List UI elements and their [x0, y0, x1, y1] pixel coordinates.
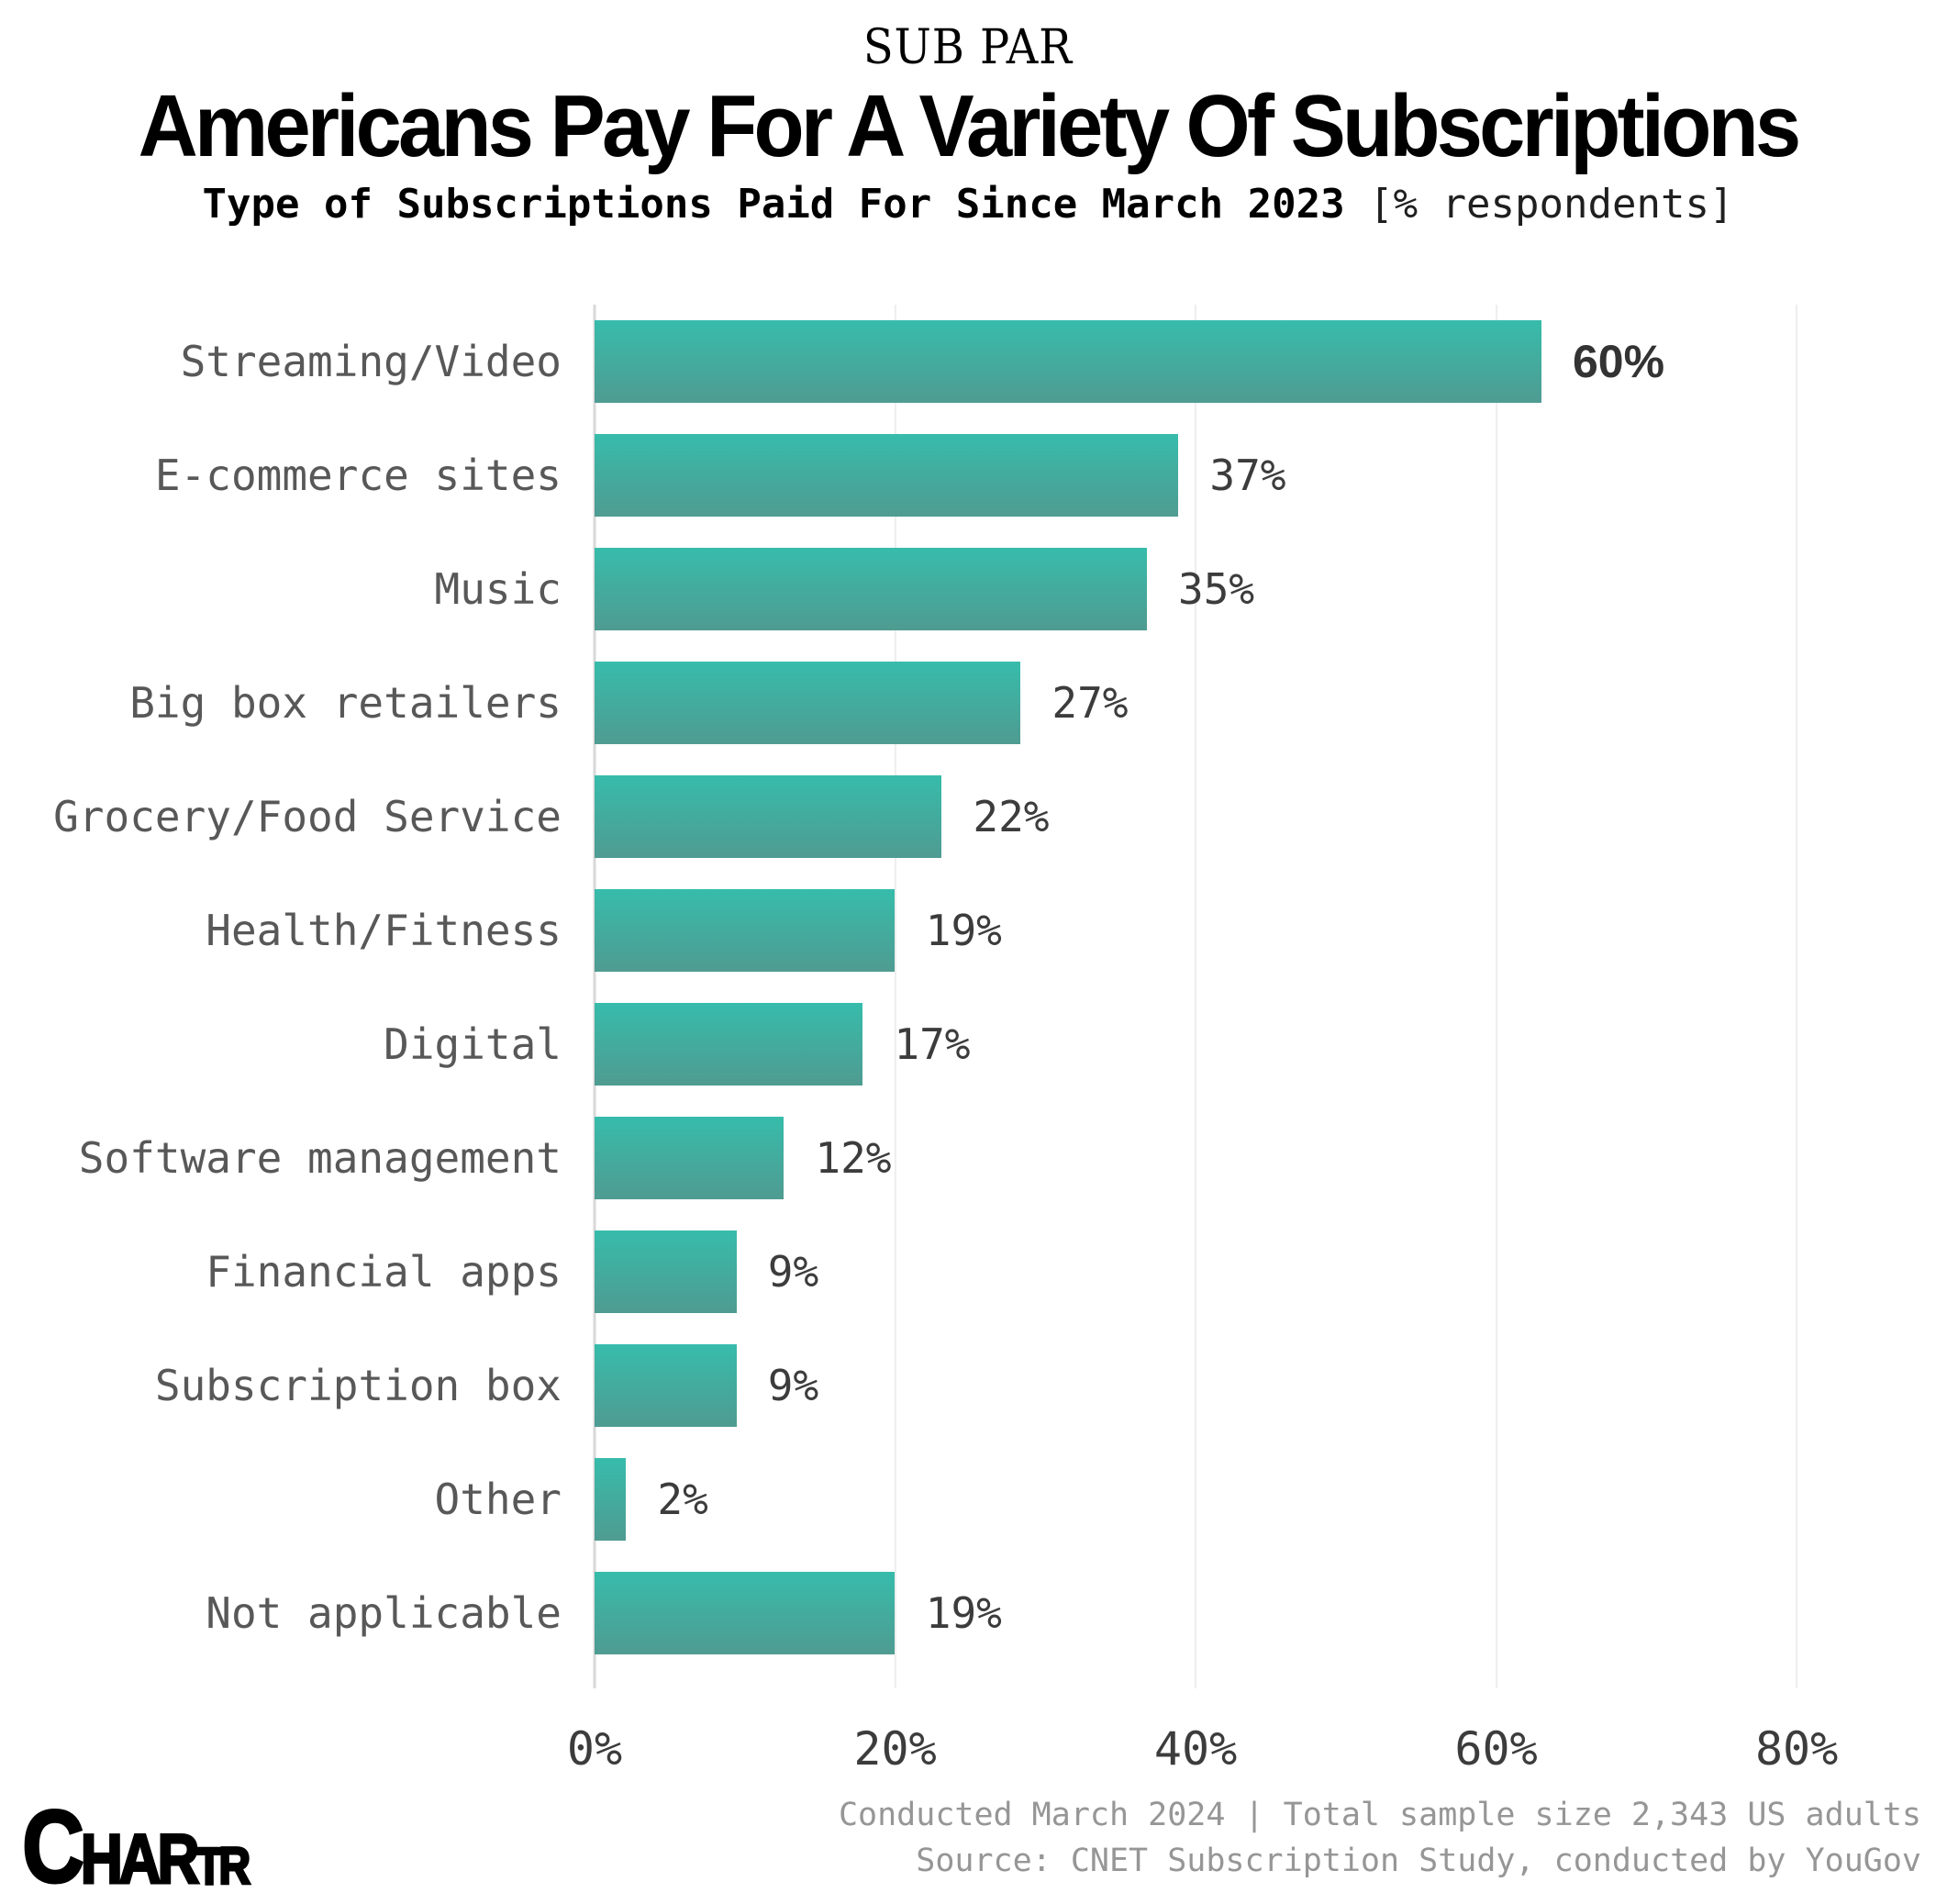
bar-zone: 9%	[595, 1329, 1936, 1442]
value-label: 35%	[1178, 564, 1255, 614]
value-label: 12%	[815, 1133, 892, 1183]
bar-zone: 9%	[595, 1215, 1936, 1329]
bar-row: Music 35%	[0, 532, 1936, 646]
subtitle-main: Type of Subscriptions Paid For Since Mar…	[202, 180, 1345, 228]
value-label: 19%	[925, 1588, 1002, 1638]
category-label: Grocery/Food Service	[53, 792, 562, 841]
source-note: Conducted March 2024 | Total sample size…	[839, 1792, 1921, 1886]
category-label: Streaming/Video	[180, 337, 562, 386]
gridline-80	[1796, 305, 1798, 1688]
logo-letters-mid: HAR	[79, 1820, 200, 1898]
tick-label-0: 0%	[566, 1722, 623, 1776]
category-label: Music	[434, 564, 562, 614]
value-label: 19%	[925, 906, 1002, 955]
category-label: Subscription box	[154, 1361, 562, 1410]
bar	[595, 1230, 737, 1313]
bar	[595, 889, 895, 972]
logo-letter-big: C	[21, 1788, 85, 1904]
category-label: Health/Fitness	[206, 906, 562, 955]
category-label: Big box retailers	[129, 678, 562, 728]
value-label: 60%	[1573, 336, 1665, 387]
gridline-20	[894, 305, 896, 1688]
bar-rows: Streaming/Video 60% E-commerce sites 37%…	[0, 305, 1936, 1670]
bar	[595, 434, 1179, 517]
gridline-40	[1195, 305, 1197, 1688]
bar-row: Streaming/Video 60%	[0, 305, 1936, 418]
chart-subtitle: Type of Subscriptions Paid For Since Mar…	[0, 180, 1936, 228]
bar-row: Grocery/Food Service 22%	[0, 760, 1936, 874]
bar-zone: 19%	[595, 1556, 1936, 1670]
bar-row: Health/Fitness 19%	[0, 874, 1936, 987]
bar	[595, 1117, 784, 1199]
bar-row: Big box retailers 27%	[0, 646, 1936, 760]
bar-row: Subscription box 9%	[0, 1329, 1936, 1442]
logo-letters-small: TR	[195, 1836, 251, 1896]
chart-header: SUB PAR Americans Pay For A Variety Of S…	[0, 20, 1936, 227]
bar-row: Not applicable 19%	[0, 1556, 1936, 1670]
bar-row: Financial apps 9%	[0, 1215, 1936, 1329]
gridline-layer	[593, 305, 1872, 1688]
bar-zone: 22%	[595, 760, 1936, 874]
chart-title: Americans Pay For A Variety Of Subscript…	[138, 77, 1802, 175]
bar-zone: 60%	[595, 305, 1936, 418]
category-label: Not applicable	[206, 1588, 562, 1638]
gridline-60	[1495, 305, 1497, 1688]
bar-zone: 35%	[595, 532, 1936, 646]
bar	[595, 775, 942, 858]
bar-row: Other 2%	[0, 1442, 1936, 1556]
value-label: 9%	[767, 1361, 819, 1410]
bar	[595, 1572, 895, 1654]
bar-row: Digital 17%	[0, 987, 1936, 1101]
category-label: Digital	[384, 1019, 562, 1069]
bar	[595, 662, 1021, 744]
plot-area: Streaming/Video 60% E-commerce sites 37%…	[0, 305, 1936, 1776]
tick-label-80: 80%	[1754, 1722, 1839, 1776]
bar-zone: 27%	[595, 646, 1936, 760]
chartr-logo: C HAR TR	[21, 1788, 252, 1904]
bar-zone: 12%	[595, 1101, 1936, 1215]
bar-zone: 2%	[595, 1442, 1936, 1556]
bar-zone: 17%	[595, 987, 1936, 1101]
bar	[595, 548, 1147, 630]
bar	[595, 1458, 627, 1541]
value-label: 22%	[973, 792, 1050, 841]
bar-zone: 19%	[595, 874, 1936, 987]
category-label: Other	[434, 1475, 562, 1524]
kicker-text: SUB PAR	[862, 20, 1074, 75]
tick-label-20: 20%	[853, 1722, 937, 1776]
value-label: 27%	[1051, 678, 1129, 728]
bar	[595, 320, 1541, 403]
bar-zone: 37%	[595, 418, 1936, 532]
gridline-0	[593, 305, 596, 1688]
bar	[595, 1344, 737, 1427]
value-label: 17%	[894, 1019, 971, 1069]
tick-label-60: 60%	[1454, 1722, 1538, 1776]
value-label: 9%	[767, 1247, 819, 1297]
value-label: 37%	[1209, 451, 1286, 500]
category-label: E-commerce sites	[154, 451, 562, 500]
bar-row: Software management 12%	[0, 1101, 1936, 1215]
category-label: Financial apps	[206, 1247, 562, 1297]
tick-label-40: 40%	[1153, 1722, 1238, 1776]
category-label: Software management	[78, 1133, 562, 1183]
x-axis: 0% 20% 40% 60% 80%	[567, 1722, 1872, 1787]
bar-row: E-commerce sites 37%	[0, 418, 1936, 532]
subtitle-note: [% respondents]	[1369, 180, 1734, 228]
source-line-1: Conducted March 2024 | Total sample size…	[838, 1796, 1921, 1833]
value-label: 2%	[657, 1475, 708, 1524]
bar	[595, 1003, 863, 1086]
source-line-2: Source: CNET Subscription Study, conduct…	[916, 1843, 1921, 1880]
